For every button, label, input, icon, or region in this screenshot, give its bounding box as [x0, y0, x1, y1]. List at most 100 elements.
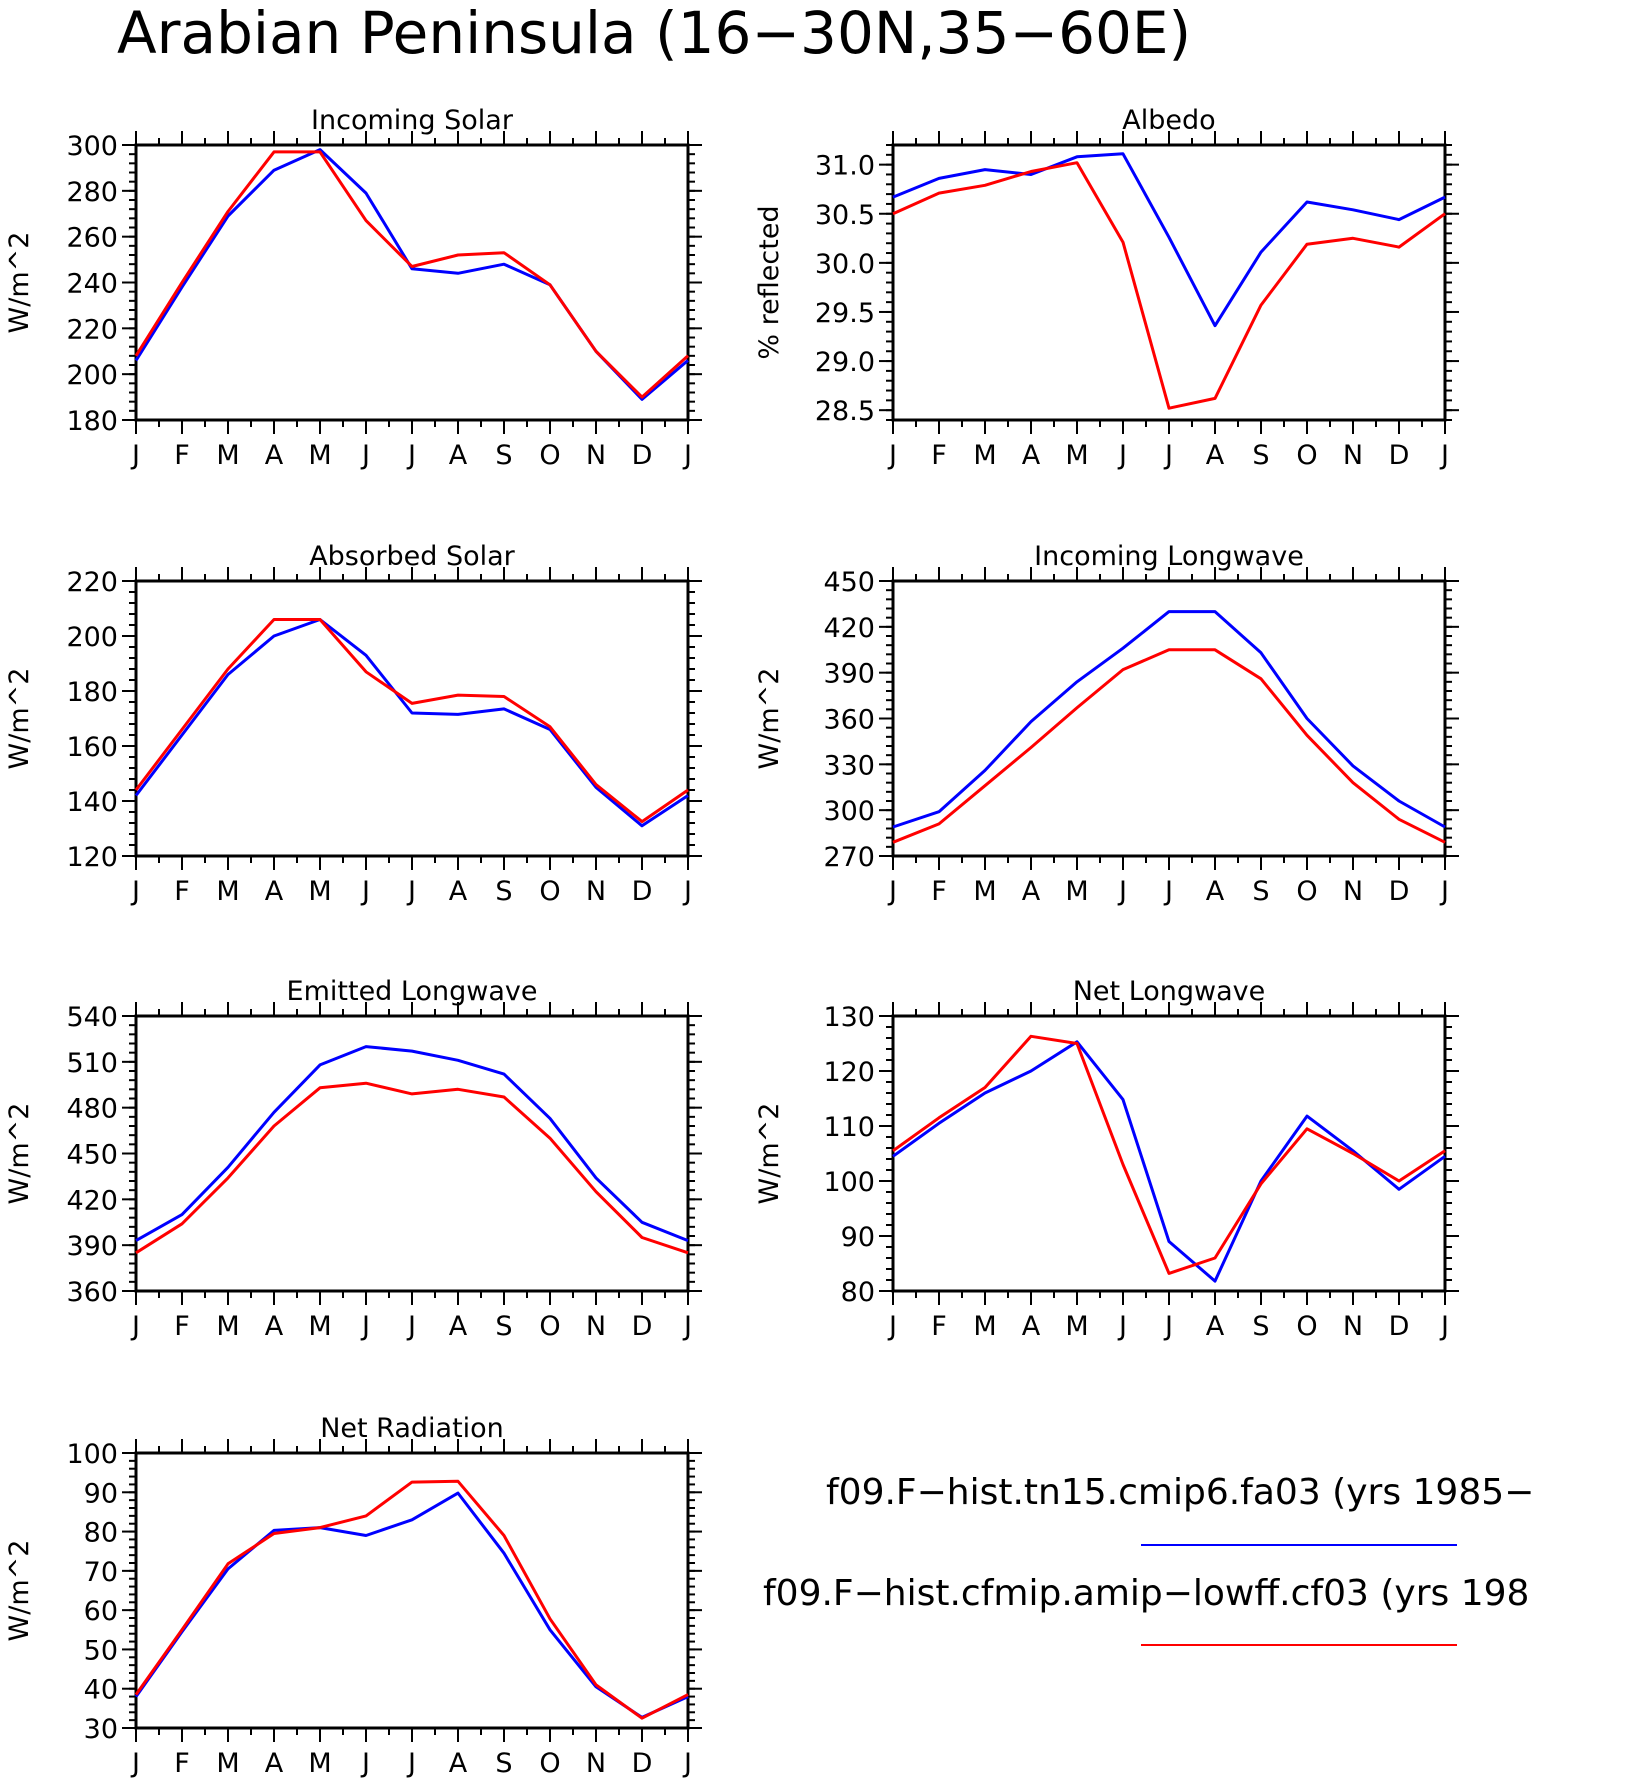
y-tick-label: 450 [66, 1140, 118, 1171]
x-tick-label: D [1389, 1311, 1410, 1342]
x-tick-label: O [539, 1748, 560, 1779]
legend-label-series-2: f09.F−hist.cfmip.amip−lowff.cf03 (yrs 19… [763, 1573, 1529, 1614]
x-tick-label: S [1252, 440, 1269, 471]
x-tick-label: N [1343, 1311, 1363, 1342]
series-1-line [892, 610, 1446, 829]
x-tick-label: S [495, 1311, 512, 1342]
x-tick-label: M [308, 440, 331, 471]
x-tick-label: A [449, 1748, 468, 1779]
x-tick-label: S [495, 1748, 512, 1779]
y-tick-label: 100 [66, 1439, 118, 1470]
x-tick-label: M [973, 440, 996, 471]
y-tick-label: 60 [84, 1596, 118, 1627]
x-tick-label: M [216, 1311, 239, 1342]
x-tick-label: J [1439, 1311, 1449, 1342]
x-tick-label: J [1117, 876, 1127, 907]
y-axis-label: W/m^2 [4, 1103, 35, 1205]
x-tick-label: J [406, 440, 416, 471]
plot-frame [134, 579, 690, 858]
series-2-line [134, 1479, 689, 1720]
y-axis-label: W/m^2 [4, 668, 35, 770]
x-tick-label: A [1206, 440, 1225, 471]
y-tick-label: 420 [66, 1185, 118, 1216]
panel-title: Incoming Longwave [1034, 541, 1304, 572]
y-tick-label: 280 [66, 177, 118, 208]
x-tick-label: J [130, 1748, 140, 1779]
y-tick-label: 90 [84, 1478, 118, 1509]
x-tick-label: D [632, 1311, 653, 1342]
plot-frame [891, 579, 1447, 858]
series-2-line [892, 648, 1446, 844]
y-tick-label: 120 [66, 842, 118, 873]
y-tick-label: 510 [66, 1048, 118, 1079]
x-tick-label: A [1022, 1311, 1041, 1342]
x-tick-label: J [360, 876, 370, 907]
y-tick-label: 90 [841, 1222, 875, 1253]
y-tick-label: 30 [84, 1714, 118, 1745]
plot-frame [891, 1014, 1447, 1293]
series-1-line [134, 618, 689, 828]
x-tick-label: N [586, 1311, 606, 1342]
x-tick-label: S [495, 440, 512, 471]
y-tick-label: 420 [823, 613, 875, 644]
legend-label-series-1: f09.F−hist.tn15.cmip6.fa03 (yrs 1985− [826, 1472, 1534, 1513]
legend: f09.F−hist.tn15.cmip6.fa03 (yrs 1985− f0… [763, 1472, 1534, 1646]
series-2-line [892, 161, 1446, 410]
x-tick-label: S [1252, 1311, 1269, 1342]
x-tick-label: O [539, 440, 560, 471]
x-tick-label: M [216, 876, 239, 907]
x-tick-label: J [887, 1311, 897, 1342]
x-tick-label: J [406, 1311, 416, 1342]
y-tick-label: 220 [66, 567, 118, 598]
y-tick-label: 390 [823, 659, 875, 690]
series-1-line [892, 152, 1446, 328]
y-axis-label: W/m^2 [754, 1103, 785, 1205]
x-tick-label: D [632, 1748, 653, 1779]
y-tick-label: 220 [66, 314, 118, 345]
panel-title: Incoming Solar [311, 105, 514, 136]
x-tick-label: D [632, 440, 653, 471]
y-tick-label: 30.0 [815, 249, 875, 280]
panel-title: Emitted Longwave [287, 976, 538, 1007]
y-tick-label: 200 [66, 360, 118, 391]
y-tick-label: 160 [66, 732, 118, 763]
series-2-line [892, 1034, 1446, 1275]
x-tick-label: A [265, 1311, 284, 1342]
x-tick-label: F [174, 1311, 190, 1342]
x-tick-label: M [308, 1311, 331, 1342]
panel-title: Albedo [1122, 105, 1215, 136]
x-tick-label: O [1296, 1311, 1317, 1342]
x-tick-label: J [1117, 440, 1127, 471]
x-tick-label: J [360, 1311, 370, 1342]
y-tick-label: 120 [823, 1057, 875, 1088]
y-tick-label: 70 [84, 1557, 118, 1588]
series-2-line [134, 618, 689, 824]
x-tick-label: J [360, 440, 370, 471]
x-tick-label: J [1163, 440, 1173, 471]
x-tick-label: A [1022, 440, 1041, 471]
y-tick-label: 130 [823, 1002, 875, 1033]
x-tick-label: M [1065, 440, 1088, 471]
y-tick-label: 300 [66, 131, 118, 162]
x-tick-label: F [931, 440, 947, 471]
series-1-line [892, 1040, 1446, 1283]
y-tick-label: 29.0 [815, 347, 875, 378]
x-tick-label: A [1206, 1311, 1225, 1342]
x-tick-label: D [632, 876, 653, 907]
x-tick-label: J [130, 876, 140, 907]
y-tick-label: 270 [823, 842, 875, 873]
x-tick-label: A [449, 440, 468, 471]
x-tick-label: J [1439, 876, 1449, 907]
x-tick-label: S [1252, 876, 1269, 907]
x-tick-label: F [931, 876, 947, 907]
panel-title: Net Radiation [320, 1413, 504, 1444]
y-tick-label: 80 [84, 1518, 118, 1549]
x-tick-label: J [887, 440, 897, 471]
